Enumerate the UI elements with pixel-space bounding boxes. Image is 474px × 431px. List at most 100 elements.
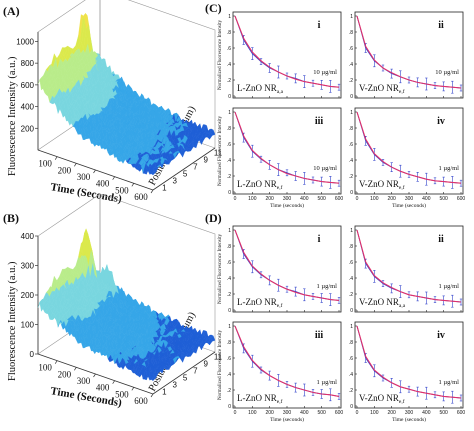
x-axis-label: Time (Seconds)	[49, 385, 123, 409]
y-tick-label: .4	[349, 62, 353, 68]
x-tick-label: 200	[387, 196, 396, 202]
x-tick-label: 600	[134, 192, 148, 202]
y-tick-label: 1	[228, 14, 231, 20]
subpanel-label: iv	[437, 116, 445, 127]
y-tick-label: 0	[350, 190, 353, 196]
y-tick-label: .6	[349, 260, 353, 266]
panel-label-c: (C)	[205, 1, 222, 15]
decay-chart-d-iv: 0 .2 .4 .6 .8 1 0 100 200 300 400 500 600 Time (secon…	[349, 321, 465, 423]
x-tick-label: 0	[234, 410, 237, 416]
x-tick	[93, 169, 96, 174]
y-tick-label: 5	[183, 170, 188, 179]
surface-mesh	[37, 228, 216, 381]
z-axis-label: Fluorescence Intensity (a.u.)	[7, 56, 18, 176]
y-tick-label: .4	[349, 372, 353, 378]
y-tick-label: 1	[350, 228, 353, 234]
subpanel-label: iii	[315, 330, 324, 341]
decay-charts: 0 .2 .4 .6 .8 1 Normalized Fluorescence Intens…	[218, 11, 465, 423]
x-tick	[112, 176, 115, 180]
decay-chart-c-i: 0 .2 .4 .6 .8 1 Normalized Fluorescence Intens…	[218, 11, 342, 100]
z-tick-label: 100	[21, 321, 35, 330]
x-tick	[74, 163, 77, 167]
subpanel-label: ii	[438, 234, 444, 245]
y-tick-label: 0	[350, 404, 353, 410]
y-tick-label: .6	[227, 46, 231, 52]
x-tick-label: 0	[234, 196, 237, 202]
x-tick-label: 500	[317, 410, 326, 416]
y-tick-label: 1	[350, 14, 353, 20]
y-tick-label: .8	[349, 244, 353, 250]
x-tick-label: 300	[77, 376, 91, 386]
z-tick-label: 0	[30, 350, 35, 359]
x-tick-label: 400	[96, 383, 110, 393]
concentration-label: 1 µg/ml	[316, 379, 337, 386]
x-tick-label: 300	[283, 196, 292, 202]
sample-label: L-ZnO NRe,f	[237, 393, 283, 405]
y-tick-label: .8	[349, 126, 353, 132]
x-tick	[150, 189, 154, 194]
y-tick-label: .8	[349, 340, 353, 346]
sample-label-subscript: a,a	[399, 303, 406, 309]
x-tick-label: 600	[134, 396, 148, 406]
decay-chart-c-iv: 0 .2 .4 .6 .8 1 0 100 200 300 400 500 600 Time (secon…	[349, 107, 465, 209]
decay-chart-c-ii: 0 .2 .4 .6 .8 1 ii 10 µg/ml V-ZnO NRe,f	[349, 11, 464, 100]
x-tick-label: 400	[422, 410, 431, 416]
y-tick-label: 0	[228, 94, 231, 100]
y-tick-label: 7	[193, 367, 198, 376]
fit-curve	[234, 229, 340, 301]
decay-chart-d-ii: 0 .2 .4 .6 .8 1 ii 1 µg/ml V-ZnO NRa,a	[349, 225, 464, 314]
y-tick-label: 0	[228, 404, 231, 410]
z-tick-label: 400	[21, 103, 35, 112]
y-axis-line	[152, 351, 216, 395]
x-tick-label: 200	[387, 410, 396, 416]
x-tick-label: 300	[283, 410, 292, 416]
y-tick-label: .2	[349, 388, 353, 394]
y-tick-label: 1	[228, 228, 231, 234]
x-tick	[131, 387, 135, 391]
decay-chart-d-i: 0 .2 .4 .6 .8 1 Normalized Fluorescence Intens…	[218, 225, 342, 314]
y-tick-label: 1	[228, 324, 231, 330]
x-tick	[54, 156, 58, 160]
y-tick-label: 11	[214, 149, 223, 158]
y-axis-label: Normalized Fluorescence Intensity	[218, 20, 223, 90]
y-axis-line	[152, 147, 216, 191]
z-tick-label: 200	[21, 291, 35, 300]
y-tick-label: .4	[227, 276, 231, 282]
y-tick-label: .2	[227, 388, 231, 394]
x-tick-label: 200	[265, 410, 274, 416]
y-tick-label: .8	[227, 244, 231, 250]
x-tick	[54, 360, 58, 364]
concentration-label: 1 µg/ml	[438, 165, 459, 172]
subpanel-label: ii	[438, 20, 444, 31]
y-tick-label: 9	[204, 360, 209, 369]
y-tick-label: .4	[349, 158, 353, 164]
data-series-line	[356, 229, 462, 303]
y-axis-label: Normalized Fluorescence Intensity	[218, 116, 223, 186]
y-tick-label: 0	[228, 190, 231, 196]
y-tick-label: .6	[227, 142, 231, 148]
y-tick-label: .2	[349, 78, 353, 84]
y-tick-label: 3	[173, 177, 178, 186]
y-axis-label: Normalized Fluorescence Intensity	[218, 234, 223, 304]
fit-curve	[234, 15, 340, 88]
y-tick-label: 0	[350, 308, 353, 314]
y-tick-label: .6	[349, 142, 353, 148]
y-tick-label: .2	[227, 174, 231, 180]
x-tick-label: 100	[248, 410, 257, 416]
y-tick-label: 1	[350, 110, 353, 116]
x-tick-label: 400	[422, 196, 431, 202]
sample-label-subscript: e,f	[277, 302, 283, 309]
x-axis-label: Time (seconds)	[392, 202, 426, 209]
x-tick-label: 300	[405, 410, 414, 416]
x-tick-label: 200	[265, 196, 274, 202]
x-tick-label: 500	[317, 196, 326, 202]
z-tick-label: 400	[21, 232, 35, 241]
sample-label: L-ZnO NRa,a	[237, 83, 284, 95]
x-tick-label: 100	[370, 410, 379, 416]
z-tick-label: 200	[21, 124, 35, 133]
y-tick-label: 7	[193, 163, 198, 172]
x-axis-label: Time (seconds)	[270, 416, 304, 423]
x-tick	[93, 373, 96, 378]
y-tick-label: 3	[173, 381, 178, 390]
